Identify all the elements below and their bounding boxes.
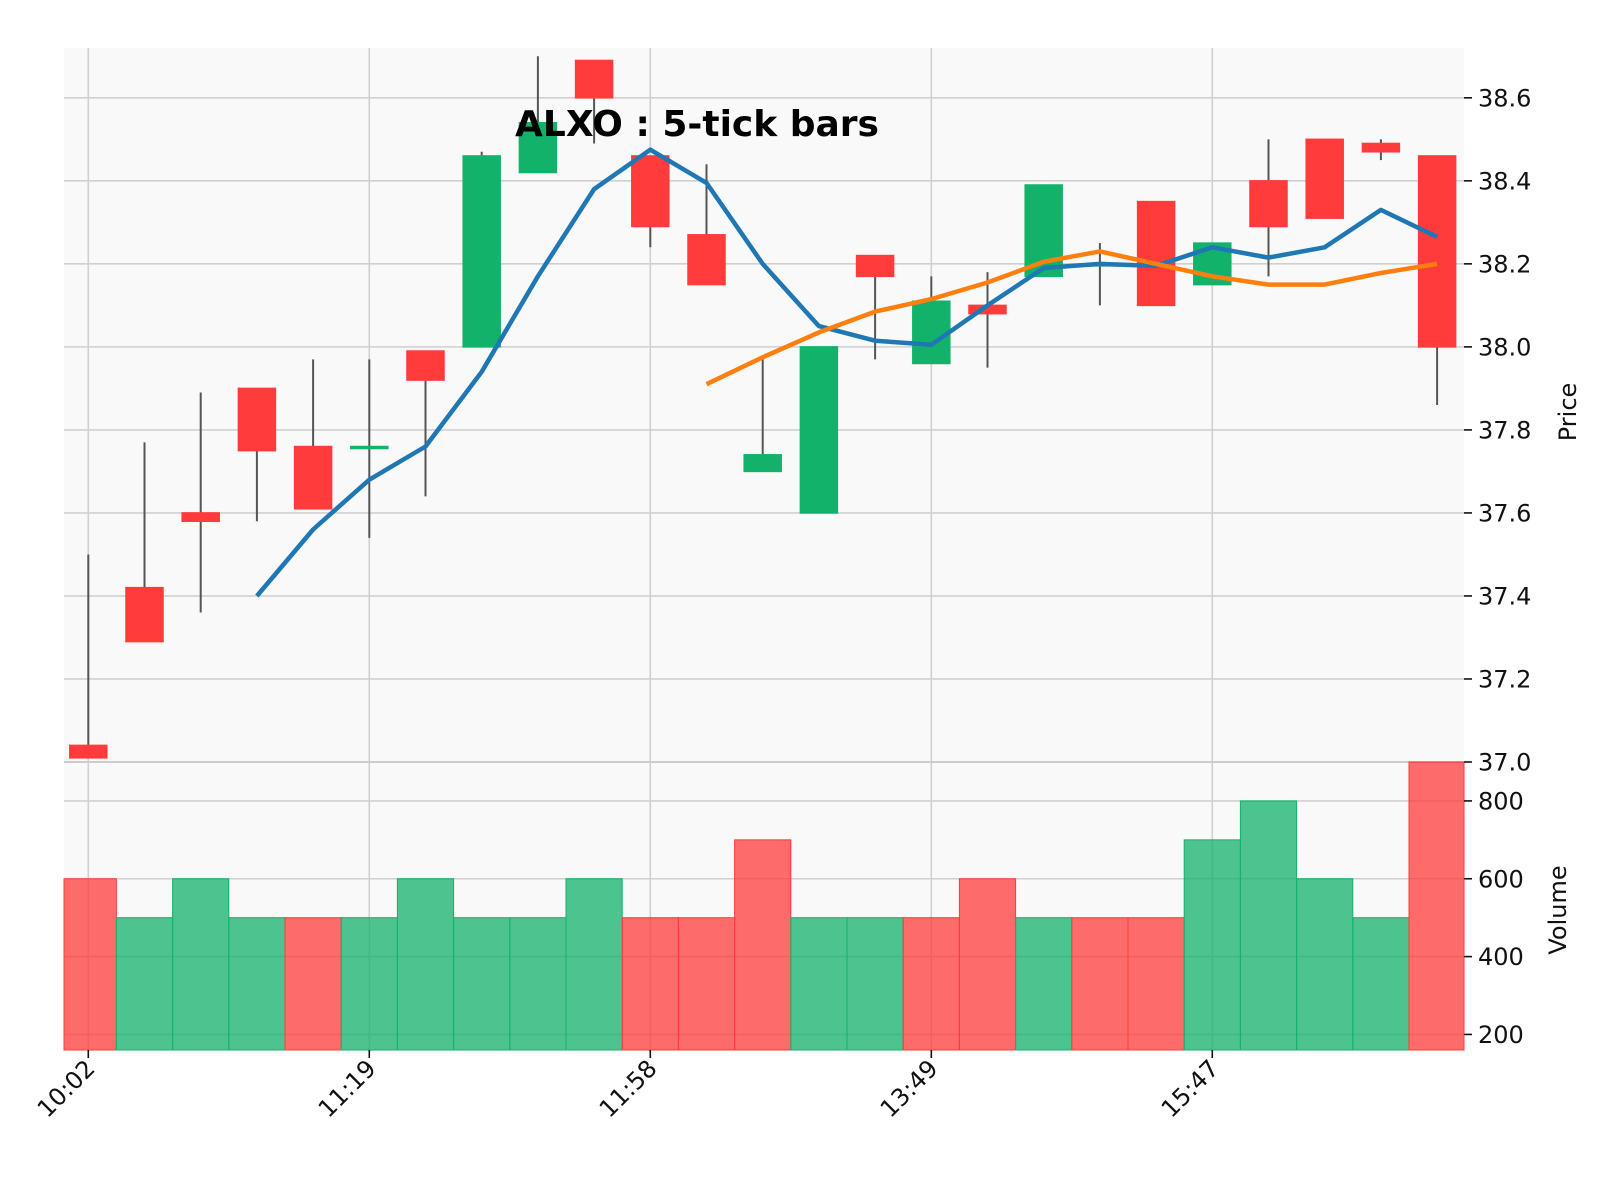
volume-bar	[621, 917, 679, 1051]
volume-axis-label: Volume	[1544, 865, 1572, 954]
price-tick-label: 37.4	[1478, 582, 1531, 610]
x-tick-label: 13:49	[875, 1054, 944, 1123]
sma-slow-line	[705, 249, 1438, 387]
candle-body	[1361, 142, 1401, 153]
volume-bar	[1296, 878, 1354, 1051]
volume-bar	[734, 839, 792, 1051]
volume-tick-label: 800	[1478, 787, 1524, 815]
x-tick-label: 15:47	[1156, 1054, 1225, 1123]
price-tick-label: 37.2	[1478, 665, 1531, 693]
candle-body	[518, 121, 558, 174]
price-tick-label: 37.8	[1478, 416, 1531, 444]
volume-bar	[453, 917, 511, 1051]
candle-body	[69, 744, 108, 759]
volume-bar	[565, 878, 623, 1051]
volume-bar	[1352, 917, 1410, 1051]
volume-bar	[396, 878, 455, 1051]
candle-body	[462, 155, 501, 348]
volume-bar	[1183, 839, 1241, 1051]
candle-body	[350, 445, 389, 450]
candle-body	[574, 59, 614, 99]
volume-bar	[172, 878, 230, 1051]
x-tick-label: 11:58	[594, 1054, 663, 1123]
candle-body	[799, 346, 839, 514]
volume-bar	[677, 917, 736, 1051]
candle-body	[406, 350, 445, 381]
candle-body	[181, 512, 220, 522]
volume-bar	[790, 917, 848, 1051]
volume-bar	[902, 917, 960, 1051]
volume-bar	[846, 917, 904, 1051]
candle-body	[1249, 180, 1288, 228]
volume-bar	[284, 917, 342, 1051]
candle-body	[855, 254, 895, 278]
candle-body	[293, 445, 333, 510]
volume-bar	[1071, 917, 1129, 1051]
volume-tick-label: 400	[1478, 943, 1524, 971]
price-tick-label: 37.0	[1478, 749, 1531, 777]
candle-body	[237, 387, 277, 452]
price-tick-label: 38.0	[1478, 333, 1531, 361]
candle-body	[125, 586, 164, 643]
x-tick-label: 11:19	[313, 1054, 382, 1123]
volume-bar	[340, 917, 398, 1051]
volume-bar	[1408, 761, 1465, 1051]
price-tick-label: 38.6	[1478, 84, 1531, 112]
candle-body	[631, 155, 670, 228]
volume-bar	[63, 878, 117, 1051]
candle-body	[743, 454, 782, 473]
volume-bar	[228, 917, 286, 1051]
price-tick-label: 38.2	[1478, 250, 1531, 278]
volume-tick-label: 200	[1478, 1021, 1524, 1049]
price-axis-label: Price	[1554, 383, 1582, 442]
moving-averages	[255, 147, 1439, 598]
volume-bar	[115, 917, 174, 1051]
sma-fast-line	[255, 147, 1439, 598]
volume-bar	[509, 917, 567, 1051]
volume-bar	[1015, 917, 1073, 1051]
volume-bar	[1127, 917, 1185, 1051]
candle-body	[687, 234, 726, 286]
volume-bar	[1239, 800, 1298, 1051]
candle-body	[1305, 138, 1344, 219]
volume-tick-label: 600	[1478, 865, 1524, 893]
x-tick-label: 10:02	[32, 1054, 101, 1123]
volume-bar	[958, 878, 1017, 1051]
candle-body	[1136, 200, 1176, 307]
price-tick-label: 37.6	[1478, 499, 1531, 527]
candle-body	[1417, 155, 1457, 348]
volume-bars	[63, 761, 1465, 1051]
price-tick-label: 38.4	[1478, 167, 1531, 195]
price-panel-background	[64, 48, 1464, 762]
chart-title: ALXO : 5-tick bars	[515, 104, 879, 145]
candle-body	[912, 300, 951, 365]
